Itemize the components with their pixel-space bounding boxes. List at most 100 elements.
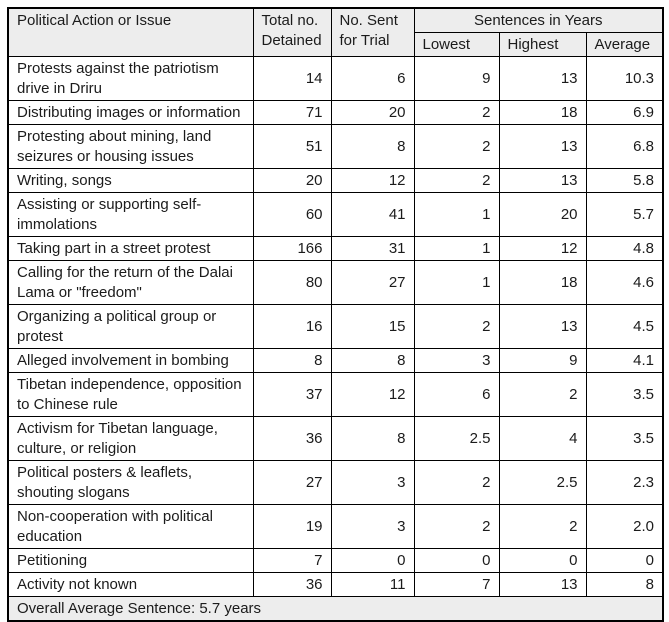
trial-cell: 3 [330, 504, 415, 549]
sentencing-table: Political Action or Issue Total no. Detai… [7, 7, 665, 622]
trial-cell: 12 [330, 168, 415, 193]
average-cell: 0 [585, 548, 664, 573]
detained-cell: 80 [252, 260, 332, 305]
detained-cell: 36 [252, 416, 332, 461]
detained-cell: 51 [252, 124, 332, 169]
highest-cell: 2 [498, 504, 587, 549]
average-cell: 3.5 [585, 372, 664, 417]
issue-cell: Protests against the patriotism drive in… [7, 56, 254, 101]
detained-cell: 7 [252, 548, 332, 573]
table-row: Activism for Tibetan language, culture, … [7, 416, 664, 461]
trial-cell: 11 [330, 572, 415, 597]
average-cell: 4.5 [585, 304, 664, 349]
highest-cell: 13 [498, 572, 587, 597]
table-row: Organizing a political group or protest … [7, 304, 664, 349]
detained-cell: 71 [252, 100, 332, 125]
trial-cell: 8 [330, 416, 415, 461]
trial-cell: 6 [330, 56, 415, 101]
highest-cell: 0 [498, 548, 587, 573]
issue-cell: Taking part in a street protest [7, 236, 254, 261]
header-issue: Political Action or Issue [7, 7, 254, 57]
issue-cell: Calling for the return of the Dalai Lama… [7, 260, 254, 305]
average-cell: 4.8 [585, 236, 664, 261]
highest-cell: 9 [498, 348, 587, 373]
trial-cell: 20 [330, 100, 415, 125]
highest-cell: 13 [498, 304, 587, 349]
highest-cell: 13 [498, 124, 587, 169]
trial-cell: 12 [330, 372, 415, 417]
lowest-cell: 2 [413, 124, 500, 169]
table-row: Protesting about mining, land seizures o… [7, 124, 664, 169]
average-cell: 5.7 [585, 192, 664, 237]
header-trial-line1: No. Sent [339, 12, 398, 29]
table-row: Political posters & leaflets, shouting s… [7, 460, 664, 505]
trial-cell: 27 [330, 260, 415, 305]
highest-cell: 2.5 [498, 460, 587, 505]
lowest-cell: 9 [413, 56, 500, 101]
average-cell: 6.9 [585, 100, 664, 125]
highest-cell: 13 [498, 56, 587, 101]
highest-cell: 4 [498, 416, 587, 461]
lowest-cell: 2 [413, 504, 500, 549]
header-lowest: Lowest [413, 32, 500, 57]
table-row: Calling for the return of the Dalai Lama… [7, 260, 664, 305]
highest-cell: 13 [498, 168, 587, 193]
trial-cell: 8 [330, 348, 415, 373]
trial-cell: 31 [330, 236, 415, 261]
lowest-cell: 2 [413, 168, 500, 193]
issue-cell: Alleged involvement in bombing [7, 348, 254, 373]
table-row: Protests against the patriotism drive in… [7, 56, 664, 101]
issue-cell: Activism for Tibetan language, culture, … [7, 416, 254, 461]
trial-cell: 8 [330, 124, 415, 169]
issue-cell: Protesting about mining, land seizures o… [7, 124, 254, 169]
average-cell: 2.3 [585, 460, 664, 505]
highest-cell: 20 [498, 192, 587, 237]
lowest-cell: 0 [413, 548, 500, 573]
table-row: Writing, songs 20 12 2 13 5.8 [7, 168, 664, 193]
lowest-cell: 2 [413, 100, 500, 125]
trial-cell: 15 [330, 304, 415, 349]
lowest-cell: 1 [413, 192, 500, 237]
trial-cell: 0 [330, 548, 415, 573]
average-cell: 6.8 [585, 124, 664, 169]
lowest-cell: 2 [413, 304, 500, 349]
table-row: Distributing images or information 71 20… [7, 100, 664, 125]
average-cell: 3.5 [585, 416, 664, 461]
detained-cell: 27 [252, 460, 332, 505]
overall-average-sentence: Overall Average Sentence: 5.7 years [7, 596, 664, 622]
table-row: Alleged involvement in bombing 8 8 3 9 4… [7, 348, 664, 373]
detained-cell: 36 [252, 572, 332, 597]
issue-cell: Political posters & leaflets, shouting s… [7, 460, 254, 505]
detained-cell: 8 [252, 348, 332, 373]
trial-cell: 3 [330, 460, 415, 505]
table-body: Protests against the patriotism drive in… [7, 56, 664, 597]
average-cell: 5.8 [585, 168, 664, 193]
issue-cell: Petitioning [7, 548, 254, 573]
detained-cell: 19 [252, 504, 332, 549]
header-detained-line2: Detained [261, 32, 322, 49]
lowest-cell: 2 [413, 460, 500, 505]
lowest-cell: 1 [413, 260, 500, 305]
issue-cell: Non-cooperation with political education [7, 504, 254, 549]
header-highest: Highest [498, 32, 587, 57]
table-row: Non-cooperation with political education… [7, 504, 664, 549]
issue-cell: Tibetan independence, opposition to Chin… [7, 372, 254, 417]
lowest-cell: 2.5 [413, 416, 500, 461]
lowest-cell: 6 [413, 372, 500, 417]
issue-cell: Distributing images or information [7, 100, 254, 125]
header-row-sub: Lowest Highest Average [8, 32, 664, 57]
detained-cell: 16 [252, 304, 332, 349]
header-detained-line1: Total no. [261, 12, 319, 29]
header-detained: Total no. Detained [252, 7, 332, 57]
table-row: Assisting or supporting self-immolations… [7, 192, 664, 237]
average-cell: 4.6 [585, 260, 664, 305]
average-cell: 10.3 [585, 56, 664, 101]
table-row: Taking part in a street protest 166 31 1… [7, 236, 664, 261]
trial-cell: 41 [330, 192, 415, 237]
issue-cell: Writing, songs [7, 168, 254, 193]
highest-cell: 18 [498, 100, 587, 125]
table-header: Political Action or Issue Total no. Detai… [7, 7, 664, 57]
detained-cell: 37 [252, 372, 332, 417]
lowest-cell: 7 [413, 572, 500, 597]
